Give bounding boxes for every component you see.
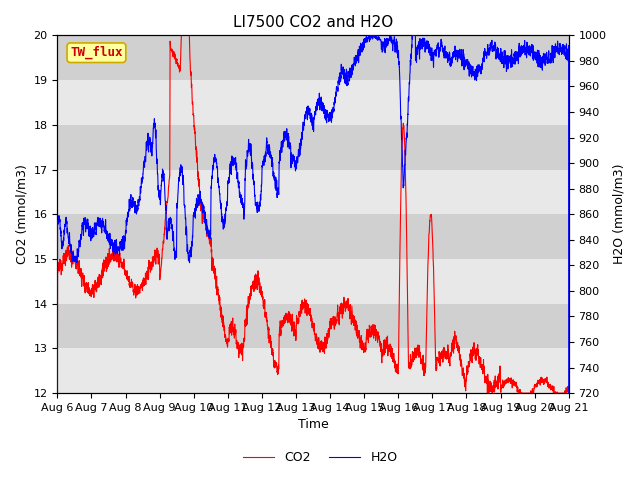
X-axis label: Time: Time [298, 419, 328, 432]
Line: H2O: H2O [58, 36, 569, 393]
CO2 [399, 123, 407, 129]
CO2 [177, 33, 185, 38]
H2O [399, 181, 407, 187]
Bar [58, 36, 569, 80]
Y-axis label: CO2 (mmol/m3): CO2 (mmol/m3) [15, 164, 28, 264]
Bar [58, 125, 569, 169]
CO2 [456, 359, 464, 365]
Line: CO2: CO2 [58, 36, 569, 393]
Bar [58, 348, 569, 393]
Legend: CO2, H2O: CO2, H2O [237, 446, 403, 469]
CO2 [428, 212, 435, 217]
H2O [294, 160, 301, 166]
Bar [58, 259, 569, 304]
Text: TW_flux: TW_flux [70, 46, 123, 60]
H2O [367, 33, 374, 38]
Title: LI7500 CO2 and H2O: LI7500 CO2 and H2O [233, 15, 393, 30]
Y-axis label: H2O (mmol/m3): H2O (mmol/m3) [612, 164, 625, 264]
CO2 [145, 263, 153, 269]
CO2 [565, 390, 573, 396]
CO2 [294, 316, 301, 322]
H2O [145, 142, 153, 148]
H2O [428, 54, 435, 60]
H2O [54, 390, 61, 396]
H2O [456, 55, 464, 60]
Bar [58, 169, 569, 214]
CO2 [54, 390, 61, 396]
Bar [58, 80, 569, 125]
Bar [58, 304, 569, 348]
H2O [564, 57, 572, 62]
H2O [565, 390, 573, 396]
Bar [58, 214, 569, 259]
CO2 [564, 384, 572, 389]
